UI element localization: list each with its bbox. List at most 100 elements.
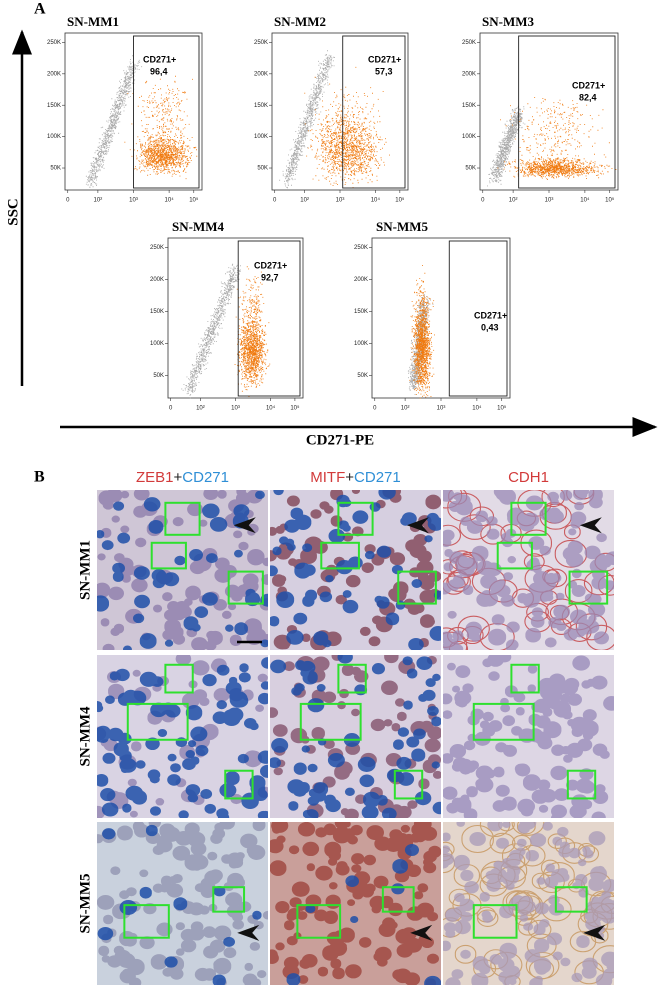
highlight-box (299, 702, 362, 741)
x-tick-label: 10⁵ (605, 197, 615, 204)
micrograph (97, 822, 268, 985)
x-tick-label: 0 (66, 198, 70, 204)
plot-title: SN-MM2 (274, 14, 326, 29)
plot-title: SN-MM4 (172, 219, 224, 234)
tissue (443, 822, 614, 985)
arrowhead (237, 924, 260, 941)
y-tick-label: 50K (50, 166, 61, 172)
plot-title: SN-MM3 (482, 14, 534, 29)
nuclei (443, 822, 614, 985)
gate-label: CD271+ (572, 80, 605, 90)
column-header: CDH1 (508, 469, 549, 486)
x-tick-label: 10⁴ (164, 197, 174, 204)
x-tick-label: 10² (196, 406, 205, 412)
x-axis-label: CD271-PE (306, 432, 374, 448)
gray-events (407, 294, 434, 395)
highlight-box (320, 541, 360, 570)
x-tick-label: 0 (373, 406, 377, 412)
highlight-box (212, 886, 246, 913)
orange-events (409, 265, 435, 399)
highlight-box (510, 663, 540, 694)
tissue (443, 490, 614, 650)
header-part: CDH1 (508, 469, 549, 486)
y-tick-label: 250K (47, 40, 61, 46)
header-part: CD271 (182, 469, 229, 486)
x-tick-label: 10³ (545, 198, 554, 204)
highlight-box (296, 904, 342, 939)
y-tick-label: 100K (254, 134, 268, 140)
x-tick-label: 10⁵ (189, 197, 199, 204)
micrograph (270, 655, 441, 818)
y-tick-label: 250K (354, 245, 368, 251)
gate-label: CD271+ (254, 260, 287, 270)
y-tick-label: 50K (357, 373, 368, 379)
gray-events (181, 263, 241, 399)
y-tick-label: 50K (153, 373, 164, 379)
highlight-box (472, 702, 535, 741)
highlight-box (397, 570, 437, 605)
x-tick-label: 10² (401, 406, 410, 412)
gate (237, 240, 301, 397)
micrograph (270, 490, 441, 650)
header-part: MITF (310, 469, 345, 486)
x-tick-label: 10³ (336, 198, 345, 204)
x-tick-label: 10⁵ (395, 197, 405, 204)
highlight-box (568, 570, 609, 605)
y-tick-label: 100K (47, 134, 61, 140)
highlight-box (554, 886, 588, 913)
highlight-box (164, 501, 201, 536)
y-tick-label: 150K (354, 309, 368, 315)
x-tick-label: 10² (509, 198, 518, 204)
tissue (97, 822, 268, 985)
plot-frame (371, 237, 511, 399)
highlight-box (126, 702, 189, 741)
y-tick-label: 200K (47, 71, 61, 77)
micrograph (97, 490, 268, 650)
x-tick-label: 10³ (437, 406, 446, 412)
x-tick-label: 10² (94, 198, 103, 204)
gray-events (279, 50, 335, 189)
x-tick-label: 10⁴ (371, 197, 381, 204)
header-part: + (174, 469, 183, 486)
micrograph (97, 655, 268, 818)
highlight-box (496, 541, 533, 570)
y-tick-label: 200K (150, 277, 164, 283)
gate-label: CD271+ (143, 54, 176, 64)
y-tick-label: 150K (462, 103, 476, 109)
y-tick-label: 250K (150, 245, 164, 251)
column-header: MITF+CD271 (310, 469, 400, 486)
x-tick-label: 0 (169, 406, 173, 412)
arrowhead (410, 924, 433, 941)
highlight-box (337, 663, 367, 694)
highlight-box (510, 501, 547, 536)
y-tick-label: 150K (254, 103, 268, 109)
blue-stain (97, 824, 262, 985)
arrowhead (579, 517, 602, 534)
panel-label: A (34, 1, 46, 18)
highlight-box (123, 904, 170, 939)
gate-value: 57,3 (375, 66, 393, 76)
orange-events (124, 75, 198, 180)
tissue (270, 655, 441, 818)
nuclei (443, 655, 614, 818)
column-header: ZEB1+CD271 (136, 469, 229, 486)
header-part: CD271 (354, 469, 401, 486)
y-tick-label: 50K (257, 166, 268, 172)
highlight-box (381, 886, 415, 913)
row-label: SN-MM1 (77, 540, 93, 600)
gate (448, 240, 508, 397)
gate-value: 82,4 (579, 92, 597, 102)
y-axis-label: SSC (5, 198, 21, 226)
tissue (97, 655, 268, 818)
gate (518, 35, 616, 189)
orange-events (234, 266, 271, 397)
x-tick-label: 10² (300, 198, 309, 204)
highlight-box (164, 663, 194, 694)
gate-label: CD271+ (368, 54, 401, 64)
x-tick-label: 10⁴ (472, 405, 482, 412)
highlight-box (566, 769, 597, 800)
tissue (97, 490, 268, 650)
y-tick-label: 250K (462, 40, 476, 46)
micrograph (443, 822, 614, 985)
